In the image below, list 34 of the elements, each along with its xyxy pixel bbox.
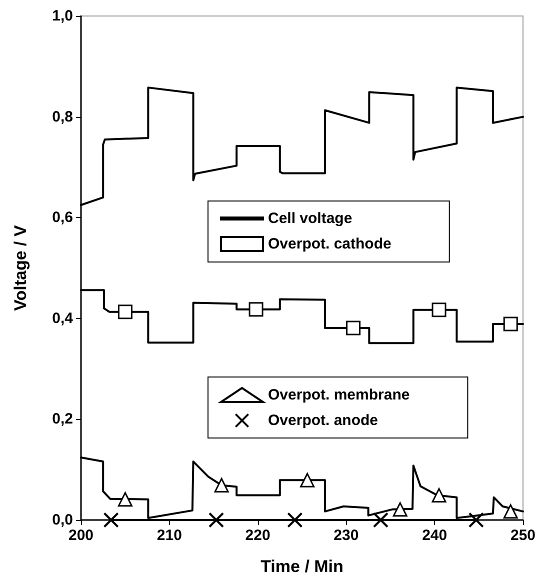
y-tick-label: 0,2	[52, 410, 73, 428]
point	[118, 492, 132, 507]
y-tick-label: 0,4	[52, 310, 74, 327]
y-axis-title: Voltage / V	[11, 224, 30, 311]
x-tick-label: 240	[422, 527, 448, 544]
point	[208, 512, 224, 528]
point	[373, 512, 388, 528]
legend-label: Overpot. membrane	[268, 386, 410, 404]
y-tick-label: 1,0	[52, 8, 73, 24]
point	[214, 478, 229, 492]
point	[503, 504, 518, 519]
x-tick-label: 250	[510, 527, 536, 544]
point	[300, 472, 315, 488]
point	[392, 502, 408, 517]
y-tick-label: 0,6	[52, 209, 73, 226]
legend-label: Overpot. cathode	[268, 236, 392, 252]
legend-label: Overpot. anode	[268, 412, 378, 429]
x-tick-label: 220	[245, 527, 270, 544]
point	[104, 512, 119, 528]
point	[118, 304, 132, 320]
legend-label: Cell voltage	[268, 210, 352, 227]
y-tick-label: 0,0	[52, 512, 73, 528]
x-tick-label: 210	[156, 527, 182, 544]
point	[432, 302, 446, 318]
point	[287, 512, 302, 528]
point	[346, 320, 361, 336]
x-axis-title: Time / Min	[260, 557, 344, 576]
point	[468, 512, 484, 528]
x-tick-label: 200	[68, 527, 94, 544]
point	[248, 302, 264, 317]
point	[432, 488, 446, 503]
x-tick-label: 230	[334, 527, 359, 544]
y-tick-label: 0,8	[52, 108, 73, 126]
point	[503, 316, 518, 332]
